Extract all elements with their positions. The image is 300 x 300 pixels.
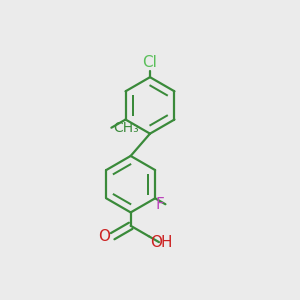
Text: O: O [150,235,162,250]
Text: CH₃: CH₃ [113,121,139,135]
Text: O: O [98,229,110,244]
Text: Cl: Cl [142,55,158,70]
Text: H: H [160,235,172,250]
Text: F: F [155,197,164,212]
